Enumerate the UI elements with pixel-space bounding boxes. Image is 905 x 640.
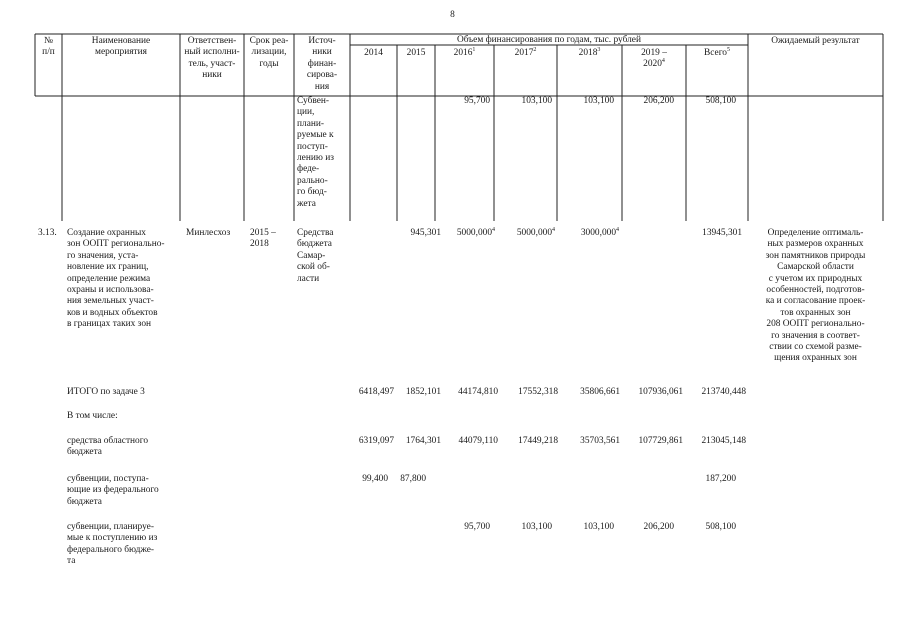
row-313-total: 13945,301 [702, 228, 742, 238]
row-313-name: Создание охранных зон ООПТ регионально- … [67, 228, 165, 330]
row-subsidy-total: 508,100 [705, 96, 736, 106]
header-funding-title: Объем финансирования по годам, тыс. рубл… [457, 35, 641, 45]
oblast-total: 213045,148 [701, 436, 746, 446]
itogo-2017: 17552,318 [518, 387, 558, 397]
itogo-2014: 6418,497 [358, 387, 394, 397]
header-period: Срок реа- лизации, годы [249, 36, 289, 69]
plan-total: 508,100 [705, 522, 736, 532]
itogo-2015: 1852,101 [405, 387, 441, 397]
oblast-label: средства областного бюджета [67, 436, 149, 458]
itogo-2018: 35806,661 [580, 387, 620, 397]
plan-label: субвенции, планируе- мые к поступлению и… [67, 522, 158, 567]
header-year-2014: 2014 [364, 48, 383, 58]
oblast-2019: 107729,861 [638, 436, 683, 446]
fed-2014: 99,400 [362, 474, 388, 484]
row-313-source: Средства бюджета Самар- ской об- ласти [297, 228, 334, 284]
oblast-2018: 35703,561 [580, 436, 620, 446]
row-subsidy-2016: 95,700 [464, 96, 490, 106]
itogo-label: ИТОГО по задаче 3 [67, 387, 145, 397]
header-name: Наименование мероприятия [91, 36, 151, 58]
itogo-2019: 107936,061 [638, 387, 683, 397]
plan-2016: 95,700 [464, 522, 490, 532]
plan-2019: 206,200 [643, 522, 674, 532]
row-subsidy-source: Субвен- ции, плани- руемые к поступ- лен… [297, 96, 334, 209]
row-313-2017: 5000,0004 [516, 227, 555, 238]
header-year-2018: 20183 [578, 47, 601, 58]
row-313-period: 2015 – 2018 [250, 228, 276, 250]
row-subsidy-2017: 103,100 [521, 96, 552, 106]
header-year-2015: 2015 [406, 48, 426, 58]
header-total: Всего5 [704, 47, 730, 58]
header-source: Источ- ники финан- сирова- ния [306, 36, 338, 92]
row-313-num: 3.13. [38, 228, 57, 238]
row-313-responsible: Минлесхоз [186, 228, 231, 238]
itogo-2016: 44174,810 [458, 387, 498, 397]
header-num: № п/п [42, 36, 55, 58]
fed-label: субвенции, поступа- ющие из федерального… [67, 474, 159, 507]
fed-total: 187,200 [705, 474, 736, 484]
incl-label: В том числе: [67, 411, 118, 421]
row-313-2016: 5000,0004 [456, 227, 495, 238]
row-313-2018: 3000,0004 [580, 227, 619, 238]
fed-2015: 87,800 [400, 474, 426, 484]
itogo-total: 213740,448 [701, 387, 746, 397]
header-year-2019-2020: 2019 – 20204 [641, 48, 667, 70]
plan-2018: 103,100 [583, 522, 614, 532]
row-313-2015: 945,301 [410, 228, 441, 238]
header-expected-result: Ожидаемый результат [771, 36, 860, 46]
row-subsidy-2018: 103,100 [583, 96, 614, 106]
header-year-2017: 20172 [514, 47, 537, 58]
plan-2017: 103,100 [521, 522, 552, 532]
oblast-2016: 44079,110 [458, 436, 499, 446]
header-year-2016: 20161 [453, 47, 476, 58]
row-313-result: Определение оптималь- ных размеров охран… [765, 228, 866, 364]
oblast-2014: 6319,097 [358, 436, 394, 446]
oblast-2015: 1764,301 [405, 436, 441, 446]
row-subsidy-2019: 206,200 [643, 96, 674, 106]
header-responsible: Ответствен- ный исполни- тель, участ- ни… [184, 36, 240, 81]
page-number: 8 [450, 10, 455, 20]
oblast-2017: 17449,218 [518, 436, 558, 446]
